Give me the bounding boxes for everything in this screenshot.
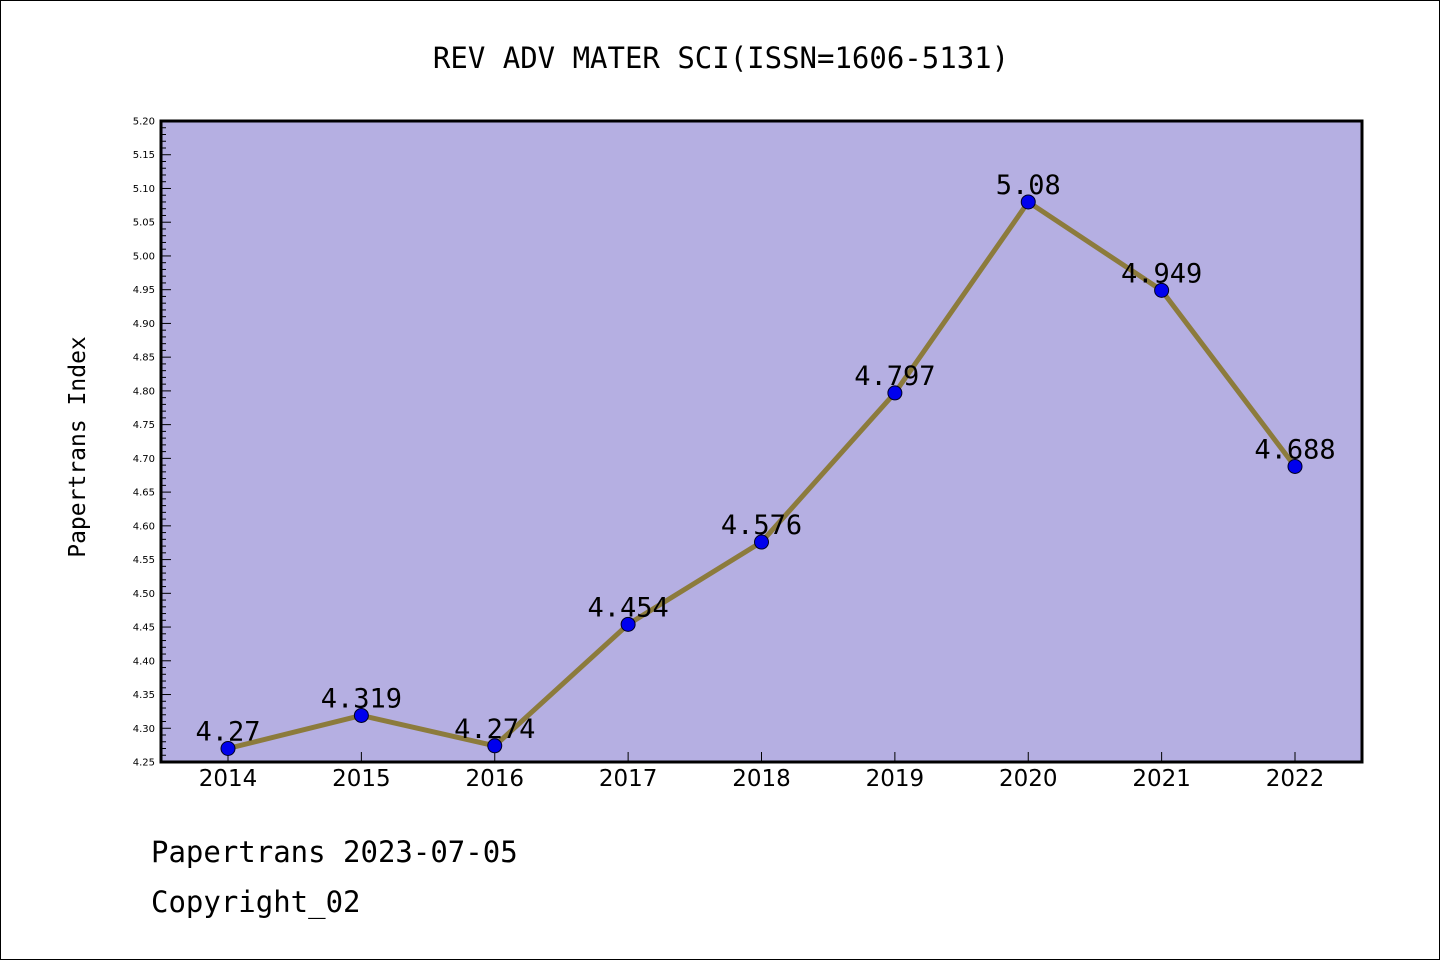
data-label: 5.08 bbox=[996, 170, 1061, 201]
data-point bbox=[1154, 282, 1170, 298]
plot-border bbox=[159, 119, 1364, 764]
data-point bbox=[220, 741, 236, 757]
y-tick-label: 4.25 bbox=[133, 758, 155, 769]
y-tick-label: 4.40 bbox=[133, 656, 155, 667]
data-label: 4.688 bbox=[1254, 434, 1335, 465]
data-labels: 4.27 4.319 4.274 4.454 4.576 4.797 5.08 4.949 4.… bbox=[195, 170, 1335, 748]
y-tick-label: 4.65 bbox=[133, 488, 155, 499]
data-label: 4.576 bbox=[721, 510, 802, 541]
y-tick-label: 4.50 bbox=[133, 589, 155, 600]
y-tick-label: 4.60 bbox=[133, 521, 155, 532]
data-label: 4.27 bbox=[195, 717, 260, 748]
x-tick-label: 2017 bbox=[599, 766, 658, 792]
x-tick-label: 2014 bbox=[199, 766, 258, 792]
x-tick-label: 2016 bbox=[465, 766, 524, 792]
data-label: 4.454 bbox=[587, 592, 668, 623]
data-point bbox=[887, 385, 903, 401]
x-tick-label: 2021 bbox=[1132, 766, 1191, 792]
data-point bbox=[754, 534, 769, 550]
y-tick-label: 5.10 bbox=[133, 184, 155, 195]
x-tick-label: 2015 bbox=[332, 766, 391, 792]
chart-title: REV ADV MATER SCI(ISSN=1606-5131) bbox=[433, 41, 1009, 75]
x-axis-ticks: 2014 2015 2016 2017 2018 2019 2020 2021 2022 bbox=[199, 752, 1325, 792]
y-tick-label: 4.55 bbox=[133, 555, 155, 566]
y-axis-label: Papertrans Index bbox=[65, 336, 91, 558]
x-tick-label: 2020 bbox=[999, 766, 1058, 792]
data-label: 4.319 bbox=[321, 683, 402, 714]
y-tick-label: 4.70 bbox=[133, 454, 155, 465]
y-tick-label: 5.15 bbox=[133, 150, 155, 161]
y-tick-label: 4.90 bbox=[133, 319, 155, 330]
data-point bbox=[353, 707, 369, 723]
y-tick-label: 4.30 bbox=[133, 724, 155, 735]
y-tick-label: 5.00 bbox=[133, 251, 155, 262]
data-label: 4.274 bbox=[454, 714, 535, 745]
data-point bbox=[620, 616, 636, 632]
y-tick-label: 4.80 bbox=[133, 386, 155, 397]
footer-date: Papertrans 2023-07-05 bbox=[151, 835, 518, 869]
data-point bbox=[1020, 194, 1036, 210]
y-tick-label: 5.20 bbox=[133, 117, 155, 128]
x-tick-label: 2019 bbox=[866, 766, 925, 792]
y-tick-label: 5.05 bbox=[133, 218, 155, 229]
data-point bbox=[1287, 458, 1303, 474]
footer-copyright: Copyright_02 bbox=[151, 885, 361, 919]
y-tick-label: 4.35 bbox=[133, 690, 155, 701]
y-tick-label: 4.95 bbox=[133, 285, 155, 296]
data-markers bbox=[220, 194, 1303, 757]
data-label: 4.949 bbox=[1121, 258, 1202, 289]
data-label: 4.797 bbox=[854, 361, 935, 392]
x-tick-label: 2022 bbox=[1266, 766, 1325, 792]
data-point bbox=[487, 738, 503, 754]
y-tick-label: 4.45 bbox=[133, 623, 155, 634]
plot-area bbox=[161, 121, 1362, 762]
x-tick-label: 2018 bbox=[732, 766, 791, 792]
y-tick-label: 4.75 bbox=[133, 420, 155, 431]
y-tick-label: 4.85 bbox=[133, 353, 155, 364]
